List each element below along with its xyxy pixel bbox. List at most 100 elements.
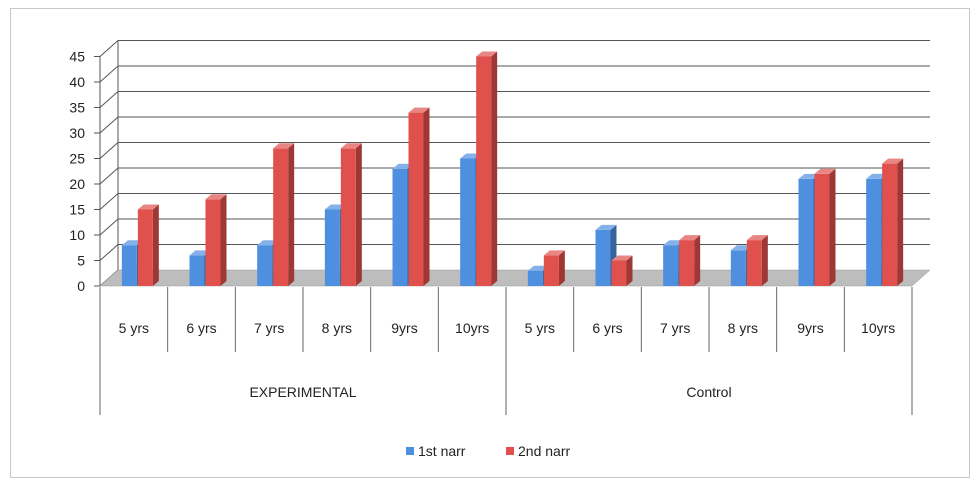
bar-series-1-top	[527, 265, 549, 271]
bar-series-2-top	[882, 158, 904, 164]
x-tick-label: 10yrs	[861, 320, 895, 336]
x-tick-label: 8 yrs	[728, 320, 758, 336]
bar-series-2	[543, 250, 565, 286]
bar-series-1-front	[121, 245, 137, 286]
bar-series-2	[746, 235, 768, 286]
bar-series-2-top	[814, 168, 836, 174]
bar-series-2-top	[543, 250, 565, 256]
bar-series-2-front	[476, 56, 492, 286]
bar-series-2-side	[626, 255, 633, 286]
bar-series-1-top	[798, 173, 820, 179]
chart-floor	[99, 269, 931, 287]
bar-series-2	[205, 194, 227, 286]
bar-series-1-top	[324, 204, 346, 210]
bar-series-2-top	[408, 107, 430, 113]
bar-series-2	[273, 143, 295, 286]
gridline-depth	[99, 65, 119, 83]
x-tick-label: 9yrs	[391, 320, 417, 336]
gridline-depth	[99, 116, 119, 134]
bar-series-1-front	[527, 270, 543, 286]
gridline-depth	[99, 193, 119, 210]
bar-series-2-top	[679, 235, 701, 241]
bar-series-1-front	[392, 168, 408, 286]
y-tick-label: 5	[77, 253, 85, 269]
bar-series-1-top	[460, 153, 482, 159]
bar-series-2-side	[423, 107, 430, 286]
bar-series-1-front	[324, 209, 340, 286]
bar-series-2-side	[829, 168, 836, 286]
y-tick-label: 30	[69, 125, 85, 141]
bar-series-2-top	[205, 194, 227, 200]
bar-series-1-front	[730, 250, 746, 286]
bar-series-2-side	[220, 194, 227, 286]
bar-series-1-front	[189, 255, 205, 286]
bar-series-1-top	[189, 250, 211, 256]
x-tick-label: 6 yrs	[186, 320, 216, 336]
bar-series-2-top	[746, 235, 768, 241]
gridline-depth	[99, 218, 119, 236]
y-tick-label: 0	[77, 278, 85, 294]
bar-series-2-top	[137, 204, 159, 210]
bar-series-1-front	[257, 245, 273, 286]
bar-series-2	[814, 168, 836, 286]
bar-series-2-side	[761, 235, 768, 286]
bar-series-1-front	[798, 178, 814, 286]
bar-series-2-side	[694, 235, 701, 286]
bar-series-2-front	[340, 148, 356, 286]
bar-series-1-top	[257, 240, 279, 246]
gridline-depth	[99, 142, 119, 159]
bar-series-2-front	[273, 148, 289, 286]
grid	[94, 40, 931, 287]
bar-series-2-side	[288, 143, 295, 286]
y-tick-label: 25	[69, 151, 85, 167]
bar-series-1-front	[663, 245, 679, 286]
bar-series-2-top	[340, 143, 362, 149]
y-tick-label: 40	[69, 74, 85, 90]
bar-series-2-top	[476, 51, 498, 57]
group-label: EXPERIMENTAL	[249, 384, 356, 400]
x-tick-label: 5 yrs	[119, 320, 149, 336]
bar-series-2-front	[137, 209, 153, 286]
gridline-depth	[99, 40, 119, 57]
bar-series-2-front	[746, 240, 762, 286]
x-tick-label: 9yrs	[797, 320, 823, 336]
bar-series-2-side	[355, 143, 362, 286]
legend-label: 1st narr	[418, 443, 466, 459]
y-tick-label: 15	[69, 202, 85, 218]
x-tick-label: 7 yrs	[254, 320, 284, 336]
bar-series-1-top	[595, 224, 617, 230]
bar-series-2	[408, 107, 430, 286]
legend: 1st narr 2nd narr	[406, 443, 570, 459]
bar-series-1-front	[460, 158, 476, 286]
x-tick-label: 7 yrs	[660, 320, 690, 336]
bar-series-2	[476, 51, 498, 286]
x-tick-label: 10yrs	[455, 320, 489, 336]
legend-label: 2nd narr	[518, 443, 570, 459]
x-tick-label: 8 yrs	[322, 320, 352, 336]
bar-series-1-front	[595, 229, 611, 286]
bar-series-2-front	[882, 163, 898, 286]
bar-series-1-top	[121, 240, 143, 246]
gridline-depth	[99, 244, 119, 261]
bar-series-2-front	[205, 199, 221, 286]
bar-series-2	[340, 143, 362, 286]
bar-series-1-top	[730, 245, 752, 251]
x-tick-label: 5 yrs	[525, 320, 555, 336]
y-tick-label: 20	[69, 176, 85, 192]
x-tick-label: 6 yrs	[592, 320, 622, 336]
y-tick-label: 35	[69, 100, 85, 116]
bar-series-2-side	[558, 250, 565, 286]
bar-series-1-top	[663, 240, 685, 246]
bar-series-2-front	[814, 173, 830, 286]
bar-series-2-front	[611, 260, 627, 286]
x-axis: 5 yrs 6 yrs 7 yrs 8 yrs 9yrs 10yrs EXPERIMENTA…	[99, 287, 913, 415]
bar-series-1-top	[866, 173, 888, 179]
bar-series-2-front	[543, 255, 559, 286]
y-tick-label: 45	[69, 49, 85, 65]
bar-series-2	[137, 204, 159, 286]
bar-series-2	[679, 235, 701, 286]
gridline-depth	[99, 91, 119, 108]
bars	[121, 51, 904, 286]
bar-series-1-front	[866, 178, 882, 286]
